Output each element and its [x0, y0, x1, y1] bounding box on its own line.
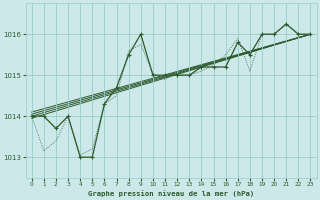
X-axis label: Graphe pression niveau de la mer (hPa): Graphe pression niveau de la mer (hPa)	[88, 190, 254, 197]
